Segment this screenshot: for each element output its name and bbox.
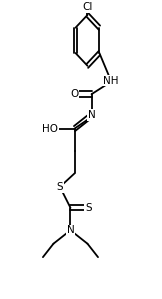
- Text: Cl: Cl: [82, 2, 93, 13]
- Text: S: S: [57, 182, 63, 192]
- Text: N: N: [88, 110, 95, 120]
- Text: N: N: [67, 225, 74, 235]
- Text: HO: HO: [42, 123, 58, 134]
- Text: O: O: [70, 89, 79, 99]
- Text: S: S: [85, 203, 92, 213]
- Text: NH: NH: [103, 76, 119, 86]
